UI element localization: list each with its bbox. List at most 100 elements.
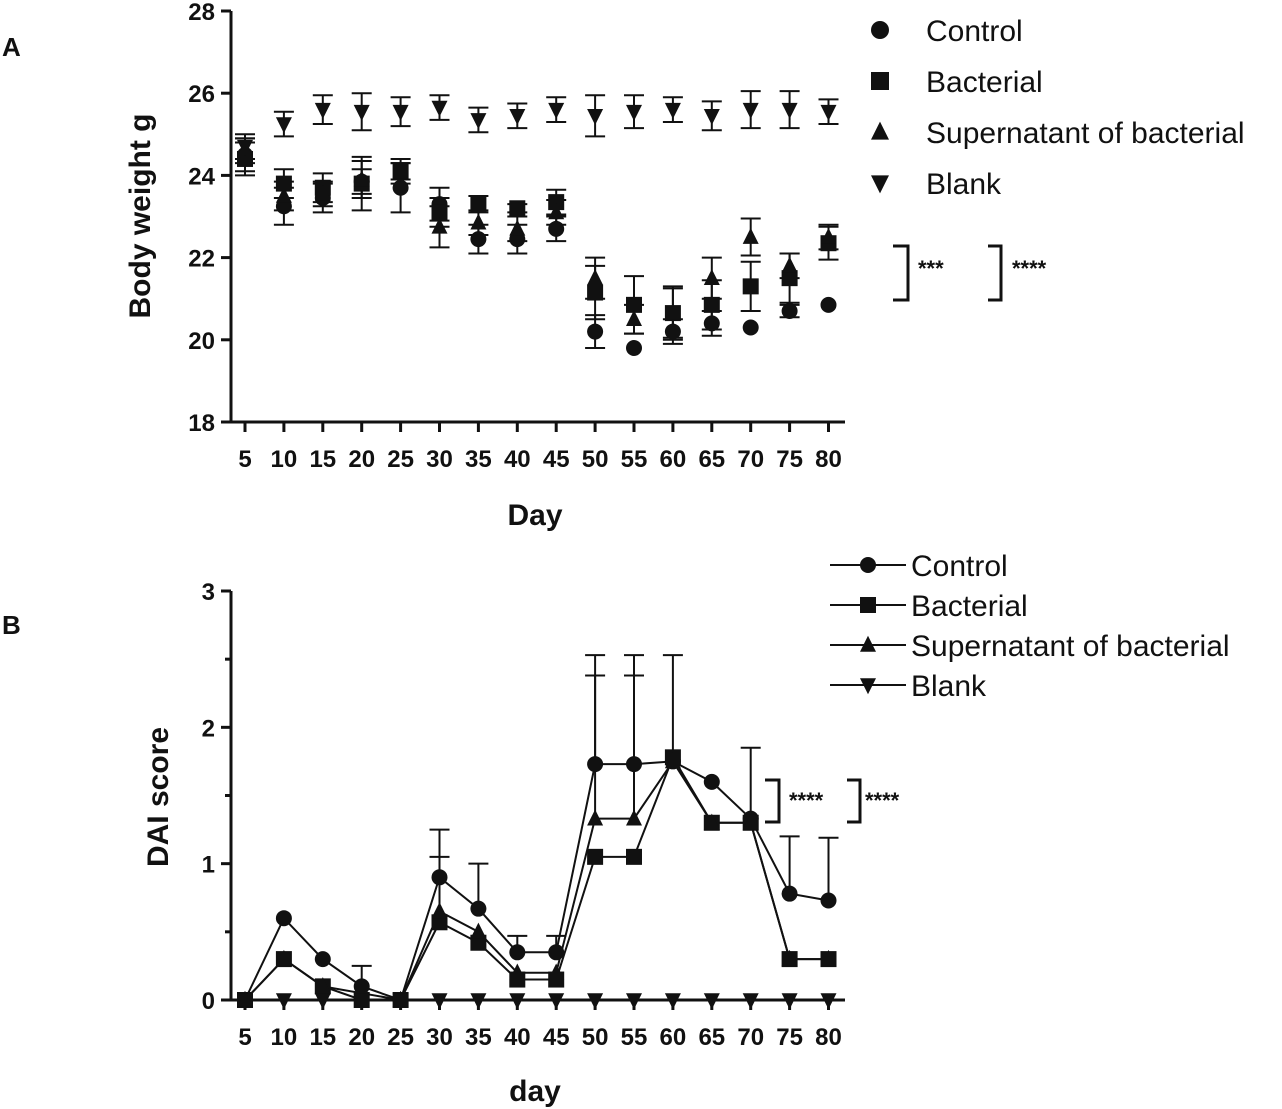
data-point-supernatant-of-bacterial [820,227,837,244]
data-point-supernatant-of-bacterial [509,963,526,980]
x-tick-label: 30 [426,1024,453,1051]
panel-b-y-label: DAI score [142,727,175,867]
data-point-bacterial [470,934,487,951]
data-point-control [587,756,604,773]
sig-bracket-2 [988,244,1003,302]
panel-b-label: B [2,610,21,640]
data-point-control [431,869,448,886]
data-point-supernatant-of-bacterial [431,217,448,234]
data-point-control [314,951,331,968]
data-point-control [392,179,409,196]
legend-marker-supernatant-of-bacterial [860,635,876,652]
x-tick-label: 70 [737,446,764,473]
data-point-control [703,773,720,790]
panel-a: A 18 20 22 24 26 28 5 10 15 20 25 30 35 40 45 50 55 60 65 7… [2,0,1245,532]
y-tick-label: 2 [202,715,215,742]
sig-label-3: **** [789,788,824,813]
panel-b-markers [237,749,837,1010]
y-tick-label: 1 [202,852,215,879]
panel-a-significance: *** **** [893,244,1047,302]
legend-marker-blank [871,175,889,194]
legend-label-bacterial: Bacterial [926,66,1043,99]
data-point-control [548,220,565,237]
x-tick-label: 60 [660,1024,687,1051]
data-point-blank [237,993,253,1010]
legend-label-control: Control [926,15,1023,48]
sig-label-4: **** [865,788,900,813]
data-point-blank [781,102,798,119]
panel-a-legend: Control Bacterial Supernatant of bacterial… [871,15,1245,201]
legend-marker-blank [860,678,876,695]
data-point-blank [470,113,487,130]
data-point-blank [392,993,409,1010]
data-point-blank [703,993,720,1010]
data-point-supernatant-of-bacterial [392,162,409,179]
data-point-blank [237,139,253,156]
legend-label-blank: Blank [926,168,1002,201]
data-point-supernatant-of-bacterial [548,203,565,220]
y-tick-label: 22 [188,246,215,273]
data-point-supernatant-of-bacterial [314,184,331,201]
legend-marker-control [871,21,889,39]
panel-a-markers [237,100,837,357]
data-point-blank [314,993,331,1010]
y-tick-label: 28 [188,0,215,26]
data-point-bacterial [470,196,487,213]
data-point-control [781,303,798,320]
panel-a-x-label: Day [507,499,562,532]
data-point-blank [626,104,642,121]
data-point-blank [742,993,759,1010]
y-tick-label: 24 [188,163,215,190]
legend-label-blank: Blank [911,670,987,703]
data-point-control [470,900,487,917]
x-tick-label: 35 [465,1024,492,1051]
data-point-supernatant-of-bacterial [664,303,681,320]
x-tick-label: 65 [698,446,725,473]
sig-label-2: **** [1012,256,1047,281]
series-line-bacterial [244,755,829,1001]
legend-label-control: Control [911,550,1008,583]
data-point-bacterial [431,204,448,221]
panel-b-lines [244,755,829,1002]
panel-a-axes: 18 20 22 24 26 28 5 10 15 20 25 30 35 40 45 50 55 60 65 70 7… [188,0,845,473]
x-tick-label: 25 [387,446,414,473]
data-point-blank [509,109,526,126]
y-tick-label: 20 [188,328,215,355]
legend-marker-control [860,557,876,573]
data-point-supernatant-of-bacterial [509,219,526,236]
data-point-bacterial [742,278,759,295]
data-point-blank [664,993,681,1010]
data-point-control [820,892,837,909]
data-point-blank [548,993,565,1010]
panel-a-error-bars [235,90,839,350]
data-point-bacterial [781,270,798,287]
legend-marker-bacterial [860,597,876,613]
data-point-supernatant-of-bacterial [626,809,642,826]
data-point-supernatant-of-bacterial [781,949,798,966]
data-point-blank [353,104,370,121]
x-tick-label: 75 [776,446,803,473]
data-point-supernatant-of-bacterial [431,902,448,919]
data-point-blank [742,102,759,119]
x-tick-label: 10 [271,1024,298,1051]
legend-label-supernatant-of-bacterial: Supernatant of bacterial [911,630,1230,663]
x-tick-label: 55 [621,446,648,473]
data-point-control [820,296,837,313]
x-tick-label: 40 [504,446,531,473]
data-point-supernatant-of-bacterial [275,949,292,966]
y-tick-label: 0 [202,988,215,1015]
panel-a-y-label: Body weight g [124,114,157,319]
data-point-supernatant-of-bacterial [626,310,642,327]
x-tick-label: 20 [348,446,375,473]
data-point-control [626,756,642,773]
legend-marker-supernatant-of-bacterial [871,121,889,140]
data-point-blank [470,993,487,1010]
x-tick-label: 80 [815,446,842,473]
data-point-control [664,323,681,340]
x-tick-label: 20 [348,1024,375,1051]
data-point-bacterial [626,296,642,313]
data-point-supernatant-of-bacterial [353,170,370,187]
data-point-bacterial [587,284,604,301]
